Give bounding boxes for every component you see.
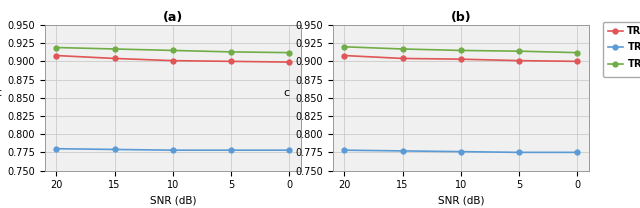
Title: (a): (a) — [163, 11, 183, 24]
Title: (b): (b) — [451, 11, 471, 24]
X-axis label: SNR (dB): SNR (dB) — [438, 196, 484, 206]
TRNet w/o $\mathcal{L}_{low}$ — [515, 151, 523, 154]
Y-axis label: c: c — [284, 88, 290, 98]
TRNet — [573, 60, 581, 63]
TRNet w/o $\mathcal{L}_{low}$ — [399, 150, 406, 152]
TRNet w/o $\mathcal{L}_{low}$ — [285, 149, 293, 151]
TRNet — [227, 60, 235, 63]
TRNet w/o $\mathcal{L}_{high}$ — [457, 49, 465, 52]
Line: TRNet w/o $\mathcal{L}_{high}$: TRNet w/o $\mathcal{L}_{high}$ — [54, 45, 292, 55]
Line: TRNet w/o $\mathcal{L}_{low}$: TRNet w/o $\mathcal{L}_{low}$ — [54, 146, 292, 153]
TRNet w/o $\mathcal{L}_{high}$ — [285, 51, 293, 54]
Line: TRNet w/o $\mathcal{L}_{high}$: TRNet w/o $\mathcal{L}_{high}$ — [342, 44, 580, 55]
Legend: TRNet, TRNet w/o $\mathcal{L}_{low}$, TRNet w/o $\mathcal{L}_{high}$: TRNet, TRNet w/o $\mathcal{L}_{low}$, TR… — [604, 21, 640, 77]
TRNet w/o $\mathcal{L}_{high}$ — [573, 51, 581, 54]
TRNet w/o $\mathcal{L}_{low}$ — [457, 150, 465, 153]
TRNet — [52, 54, 60, 57]
TRNet — [169, 59, 177, 62]
TRNet w/o $\mathcal{L}_{high}$ — [169, 49, 177, 52]
Line: TRNet: TRNet — [54, 53, 292, 64]
TRNet — [285, 61, 293, 63]
TRNet w/o $\mathcal{L}_{low}$ — [340, 149, 348, 151]
X-axis label: SNR (dB): SNR (dB) — [150, 196, 196, 206]
TRNet — [457, 58, 465, 60]
Line: TRNet: TRNet — [342, 53, 580, 64]
TRNet — [340, 54, 348, 57]
TRNet w/o $\mathcal{L}_{low}$ — [52, 147, 60, 150]
TRNet w/o $\mathcal{L}_{high}$ — [52, 46, 60, 49]
TRNet w/o $\mathcal{L}_{high}$ — [340, 46, 348, 48]
TRNet — [111, 57, 118, 60]
TRNet w/o $\mathcal{L}_{high}$ — [111, 48, 118, 50]
TRNet w/o $\mathcal{L}_{high}$ — [399, 48, 406, 50]
TRNet w/o $\mathcal{L}_{high}$ — [227, 51, 235, 53]
TRNet w/o $\mathcal{L}_{high}$ — [515, 50, 523, 52]
Line: TRNet w/o $\mathcal{L}_{low}$: TRNet w/o $\mathcal{L}_{low}$ — [342, 148, 580, 155]
TRNet w/o $\mathcal{L}_{low}$ — [227, 149, 235, 151]
TRNet — [399, 57, 406, 60]
Y-axis label: c: c — [0, 88, 2, 98]
TRNet w/o $\mathcal{L}_{low}$ — [169, 149, 177, 151]
TRNet w/o $\mathcal{L}_{low}$ — [573, 151, 581, 154]
TRNet — [515, 59, 523, 62]
TRNet w/o $\mathcal{L}_{low}$ — [111, 148, 118, 151]
